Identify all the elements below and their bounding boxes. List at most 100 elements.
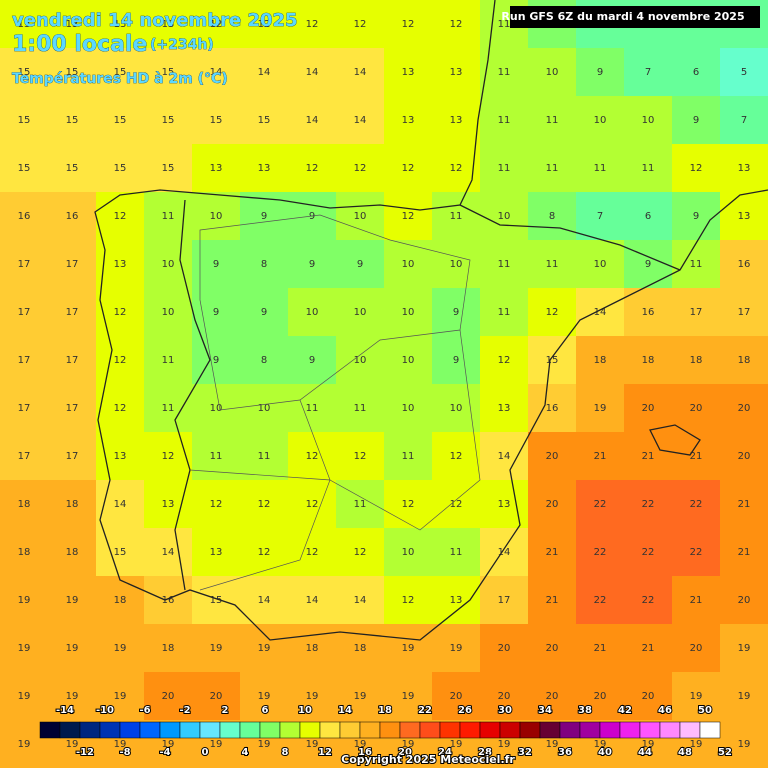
border <box>459 204 681 271</box>
temp-value: 10 <box>546 67 559 78</box>
temp-value: 17 <box>18 355 31 366</box>
temp-cell <box>528 480 577 529</box>
temp-value: 11 <box>402 451 415 462</box>
temp-value: 20 <box>498 643 511 654</box>
temp-value: 19 <box>690 691 703 702</box>
colorbar-swatch <box>319 721 341 739</box>
forecast-date: vendredi 14 novembre 2025 <box>12 10 298 31</box>
temp-cell <box>48 624 97 673</box>
temp-cell <box>528 288 577 337</box>
temp-cell <box>384 192 433 241</box>
temp-value: 10 <box>210 403 223 414</box>
temp-cell <box>672 288 721 337</box>
temp-cell <box>576 48 625 97</box>
temp-cell <box>240 528 289 577</box>
temp-value: 17 <box>18 451 31 462</box>
colorbar-swatch <box>119 721 141 739</box>
temp-cell <box>336 192 385 241</box>
colorbar-top-label: 42 <box>618 705 632 716</box>
temp-cell <box>288 672 337 721</box>
temp-cell <box>192 672 241 721</box>
temp-value: 15 <box>66 115 79 126</box>
temp-cell <box>528 48 577 97</box>
temp-value: 14 <box>306 67 319 78</box>
temp-cell <box>192 480 241 529</box>
temp-cell <box>384 48 433 97</box>
temp-value: 12 <box>114 403 127 414</box>
colorbar-swatch <box>539 721 561 739</box>
temp-value: 18 <box>642 355 655 366</box>
temp-cell <box>624 48 673 97</box>
temp-value: 17 <box>18 259 31 270</box>
temp-cell <box>288 288 337 337</box>
temp-value: 20 <box>594 691 607 702</box>
temp-value: 12 <box>258 547 271 558</box>
forecast-time: 1:00 locale <box>12 32 147 57</box>
temp-value: 20 <box>738 403 751 414</box>
temp-value: 11 <box>642 163 655 174</box>
temp-value: 16 <box>642 307 655 318</box>
temp-value: 11 <box>546 115 559 126</box>
temp-value: 11 <box>498 115 511 126</box>
temp-cell <box>96 144 145 193</box>
colorbar-swatch <box>619 721 641 739</box>
temp-cell <box>192 576 241 625</box>
temp-value: 20 <box>642 691 655 702</box>
temp-cell <box>432 336 481 385</box>
temp-cell <box>144 672 193 721</box>
temp-cell <box>480 240 529 289</box>
temp-cell <box>240 336 289 385</box>
temp-value: 13 <box>498 403 511 414</box>
temp-value: 14 <box>114 499 127 510</box>
temp-cell <box>720 48 768 97</box>
temp-cell <box>480 336 529 385</box>
temp-cell <box>432 480 481 529</box>
colorbar-swatch <box>159 721 181 739</box>
temp-cell <box>96 624 145 673</box>
temp-cell <box>0 96 49 145</box>
colorbar-swatch <box>59 721 81 739</box>
temp-value: 15 <box>258 115 271 126</box>
temp-value: 10 <box>402 259 415 270</box>
colorbar-swatch <box>259 721 281 739</box>
temp-cell <box>144 240 193 289</box>
temp-cell <box>0 0 49 49</box>
temp-value: 19 <box>114 691 127 702</box>
colorbar-swatch <box>519 721 541 739</box>
temp-cell <box>96 192 145 241</box>
temp-value: 7 <box>741 115 747 126</box>
temp-cell <box>576 336 625 385</box>
temp-cell <box>672 192 721 241</box>
temp-cell <box>432 48 481 97</box>
temp-value: 19 <box>18 595 31 606</box>
temp-value: 6 <box>645 211 651 222</box>
temp-cell <box>480 432 529 481</box>
temp-cell <box>672 480 721 529</box>
temp-value: 20 <box>546 499 559 510</box>
temp-cell <box>96 432 145 481</box>
temp-value: 19 <box>450 643 463 654</box>
temp-cell <box>336 144 385 193</box>
temp-cell <box>720 144 768 193</box>
temp-value: 13 <box>114 451 127 462</box>
temp-value: 17 <box>66 355 79 366</box>
temp-cell <box>384 528 433 577</box>
temp-value: 13 <box>498 499 511 510</box>
temp-value: 19 <box>18 739 31 750</box>
temp-cell <box>96 672 145 721</box>
temp-value: 22 <box>690 547 703 558</box>
temp-cell <box>0 672 49 721</box>
temp-value: 12 <box>306 163 319 174</box>
temp-cell <box>48 480 97 529</box>
colorbar-swatch <box>199 721 221 739</box>
temp-value: 15 <box>114 163 127 174</box>
temp-cell <box>720 624 768 673</box>
temp-value: 20 <box>210 691 223 702</box>
temp-value: 19 <box>450 739 463 750</box>
temp-cell <box>384 672 433 721</box>
temp-cell <box>240 432 289 481</box>
temp-value: 18 <box>114 595 127 606</box>
temp-value: 13 <box>402 67 415 78</box>
